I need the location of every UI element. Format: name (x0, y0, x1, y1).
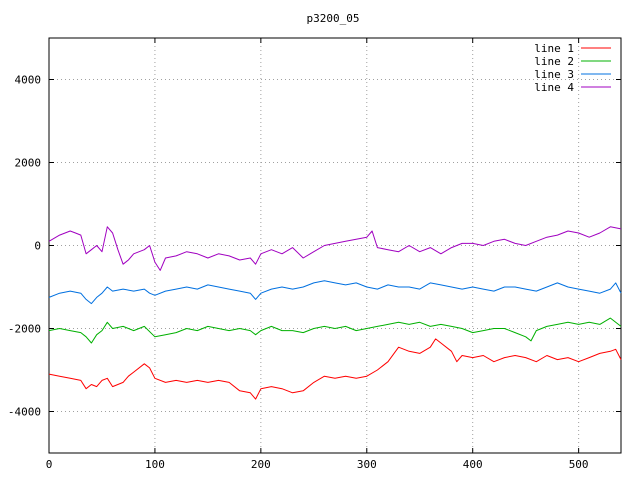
series-line-2 (48, 317, 622, 344)
y-tick-label: 4000 (15, 74, 42, 87)
chart-title: p3200_05 (307, 12, 360, 25)
series-line-3 (48, 280, 622, 305)
plot-frame (48, 37, 622, 454)
x-tick-label: 500 (569, 458, 589, 471)
axes: 0 100 200 300 400 500 -4000 -2000 0 2000 4000 (8, 37, 622, 471)
x-tick-label: 100 (145, 458, 165, 471)
legend-label-4: line 4 (534, 81, 574, 94)
grid (49, 38, 621, 453)
y-tick-label: -2000 (8, 323, 41, 336)
y-tick-label: 0 (34, 240, 41, 253)
legend-label-2: line 2 (534, 55, 574, 68)
x-tick-label: 0 (46, 458, 53, 471)
x-tick-label: 200 (251, 458, 271, 471)
x-tick-label: 400 (463, 458, 483, 471)
y-tick-label: 2000 (15, 157, 42, 170)
y-tick-label: -4000 (8, 406, 41, 419)
x-tick-label: 300 (357, 458, 377, 471)
series-line-1 (48, 338, 622, 400)
legend-label-1: line 1 (534, 42, 574, 55)
series-lines (48, 226, 622, 400)
legend-label-3: line 3 (534, 68, 574, 81)
series-line-4 (48, 226, 622, 271)
